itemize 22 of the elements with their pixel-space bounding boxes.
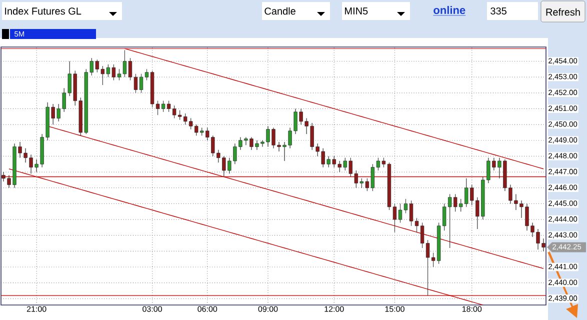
text: Refresh (546, 8, 580, 16)
text: Candle (264, 7, 296, 15)
candlestick (150, 70, 154, 108)
x-tick-label: 15:00 (385, 306, 404, 312)
candlestick (398, 204, 402, 223)
candlestick (134, 74, 138, 94)
x-tick-label: 18:00 (462, 306, 482, 312)
candlestick (139, 74, 144, 94)
candlestick (144, 68, 149, 80)
candlestick (414, 218, 419, 232)
text: online (434, 6, 466, 14)
x-tick-label: 09:00 (258, 306, 278, 312)
candlestick (409, 200, 414, 226)
text: 335 (490, 7, 506, 15)
text: Index Futures GL (5, 7, 82, 15)
x-tick-label: 21:00 (26, 306, 46, 312)
candlestick (404, 198, 408, 214)
candlestick (392, 204, 397, 232)
x-tick-label: 03:00 (142, 306, 162, 312)
text: MIN5 (345, 7, 368, 14)
x-tick-label: 06:00 (198, 306, 218, 312)
x-tick-label: 12:00 (324, 306, 344, 312)
